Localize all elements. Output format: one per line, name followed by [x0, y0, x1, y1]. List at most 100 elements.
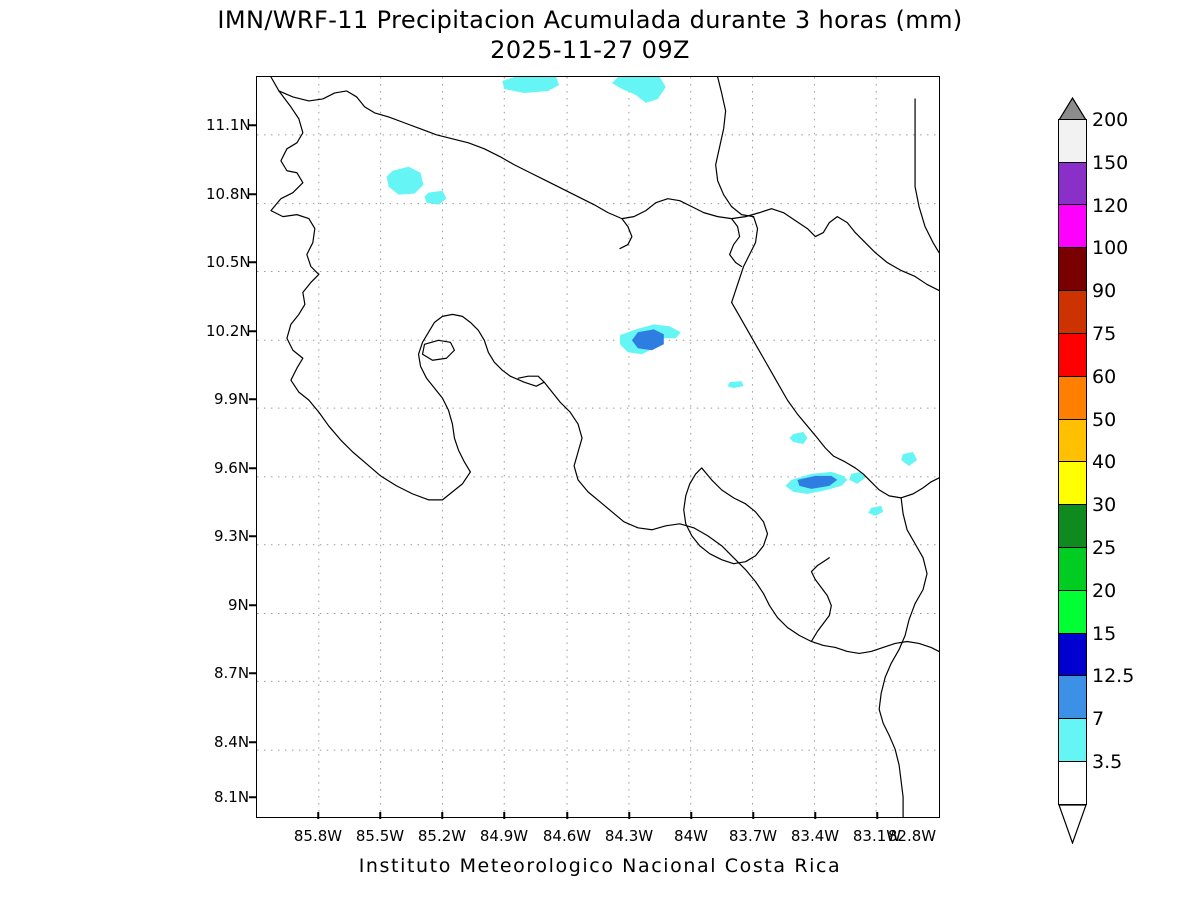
coastline-pacific-south: [834, 640, 939, 655]
precip-speck-e: [901, 451, 918, 466]
colorbar-swatch-25: [1058, 546, 1087, 591]
precip-speck-b: [789, 432, 808, 445]
border-rio-colorado: [731, 216, 759, 303]
ytick-label-10: 8.1N: [214, 788, 250, 806]
coastline-pacific-central: [543, 381, 765, 595]
precipitation-contours: [386, 77, 918, 516]
precip-cell-central-core: [631, 329, 664, 351]
precip-cell-guanacaste: [386, 166, 424, 195]
map-plot-area: [256, 76, 940, 818]
xtick-label-7: 83.7W: [728, 827, 778, 845]
ytick-mark-7: [249, 604, 256, 606]
ytick-label-3: 10.2N: [206, 322, 251, 340]
xtick-label-5: 84.3W: [604, 827, 654, 845]
colorbar-swatch-20: [1058, 589, 1087, 634]
ytick-label-4: 9.9N: [214, 390, 250, 408]
colorbar-swatch-120: [1058, 204, 1087, 249]
coastline-golfo-dulce: [762, 593, 836, 649]
colorbar-swatch-50: [1058, 418, 1087, 463]
colorbar-under-arrow: [1058, 804, 1087, 844]
colorbar-swatch-150: [1058, 161, 1087, 206]
xtick-label-3: 84.9W: [479, 827, 529, 845]
colorbar-label-20: 20: [1092, 579, 1117, 602]
colorbar-label-12.5: 12.5: [1092, 665, 1135, 688]
ytick-label-9: 8.4N: [214, 733, 250, 751]
ytick-mark-2: [249, 261, 256, 263]
border-panama: [914, 98, 939, 254]
colorbar-swatch-90: [1058, 290, 1087, 335]
precip-speck-c: [868, 505, 884, 516]
border-nicaragua-north: [278, 90, 939, 292]
source-caption: Instituto Meteorologico Nacional Costa R…: [358, 855, 842, 877]
colorbar-label-7: 7: [1092, 708, 1105, 731]
ytick-mark-8: [249, 672, 256, 674]
colorbar-label-200: 200: [1092, 109, 1129, 131]
xtick-label-0: 85.8W: [293, 827, 343, 845]
precip-cell-caribbean-core: [797, 475, 838, 489]
xtick-label-4: 84.6W: [542, 827, 592, 845]
ytick-label-0: 11.1N: [206, 116, 251, 134]
colorbar-label-30: 30: [1092, 494, 1117, 517]
ytick-label-5: 9.6N: [214, 459, 250, 477]
colorbar-label-15: 15: [1092, 622, 1117, 645]
chart-subtitle: 2025-11-27 09Z: [490, 36, 690, 64]
xtick-label-10: 82.8W: [887, 827, 937, 845]
colorbar[interactable]: [1058, 118, 1087, 805]
colorbar-label-90: 90: [1092, 280, 1117, 303]
precip-speck-d: [849, 471, 866, 484]
border-panama-south: [878, 497, 928, 817]
xtick-label-1: 85.5W: [355, 827, 405, 845]
colorbar-label-100: 100: [1092, 237, 1129, 260]
inland-detail-central: [619, 218, 633, 250]
colorbar-label-25: 25: [1092, 537, 1117, 559]
precip-cell-north-a: [502, 77, 560, 93]
chart-title-block: IMN/WRF-11 Precipitacion Acumulada duran…: [0, 6, 1180, 64]
ytick-mark-10: [249, 796, 256, 798]
colorbar-swatch-3.5: [1058, 761, 1087, 805]
xtick-label-9: 83.1W: [852, 827, 902, 845]
coastline-golfito-detail: [810, 557, 832, 643]
lake-arenal: [421, 339, 456, 361]
ytick-label-8: 8.7N: [214, 664, 250, 682]
colorbar-over-arrow: [1058, 97, 1087, 121]
colorbar-swatch-7: [1058, 718, 1087, 763]
precip-cell-north-b: [611, 77, 666, 103]
coastline-puntarenas-spit: [509, 375, 545, 387]
coastline-nicoya-pacific: [270, 77, 471, 501]
ytick-mark-6: [249, 535, 256, 537]
xtick-label-6: 84W: [674, 827, 708, 845]
ytick-mark-5: [249, 467, 256, 469]
colorbar-label-60: 60: [1092, 365, 1117, 388]
colorbar-swatch-60: [1058, 375, 1087, 420]
colorbar-label-3.5: 3.5: [1092, 751, 1123, 773]
xtick-label-2: 85.2W: [417, 827, 467, 845]
ytick-label-7: 9N: [228, 596, 249, 614]
coastline-caribbean: [731, 301, 939, 499]
ytick-label-2: 10.5N: [206, 253, 251, 271]
colorbar-label-75: 75: [1092, 323, 1117, 345]
chart-title: IMN/WRF-11 Precipitacion Acumulada duran…: [217, 6, 963, 34]
border-inlet-detail: [729, 218, 743, 268]
colorbar-swatch-30: [1058, 504, 1087, 549]
colorbar-label-50: 50: [1092, 408, 1117, 431]
colorbar-swatch-15: [1058, 632, 1087, 677]
ytick-mark-4: [249, 398, 256, 400]
colorbar-swatch-75: [1058, 332, 1087, 377]
coastline-gulf-nicoya-inner: [417, 313, 511, 473]
map-gridlines: [257, 77, 939, 817]
ytick-mark-3: [249, 330, 256, 332]
ytick-mark-9: [249, 741, 256, 743]
xtick-label-8: 83.4W: [790, 827, 840, 845]
precip-speck-a: [727, 381, 744, 389]
colorbar-swatch-100: [1058, 247, 1087, 292]
colorbar-swatch-200: [1058, 118, 1087, 163]
border-san-juan-river: [715, 77, 755, 218]
colorbar-label-40: 40: [1092, 451, 1117, 474]
coastline-osa-peninsula: [683, 467, 769, 565]
colorbar-label-120: 120: [1092, 194, 1129, 217]
map-canvas: [257, 77, 939, 817]
ytick-mark-1: [249, 193, 256, 195]
ytick-label-1: 10.8N: [206, 185, 251, 203]
precip-cell-guanacaste-small: [424, 190, 447, 205]
colorbar-swatch-12.5: [1058, 675, 1087, 720]
